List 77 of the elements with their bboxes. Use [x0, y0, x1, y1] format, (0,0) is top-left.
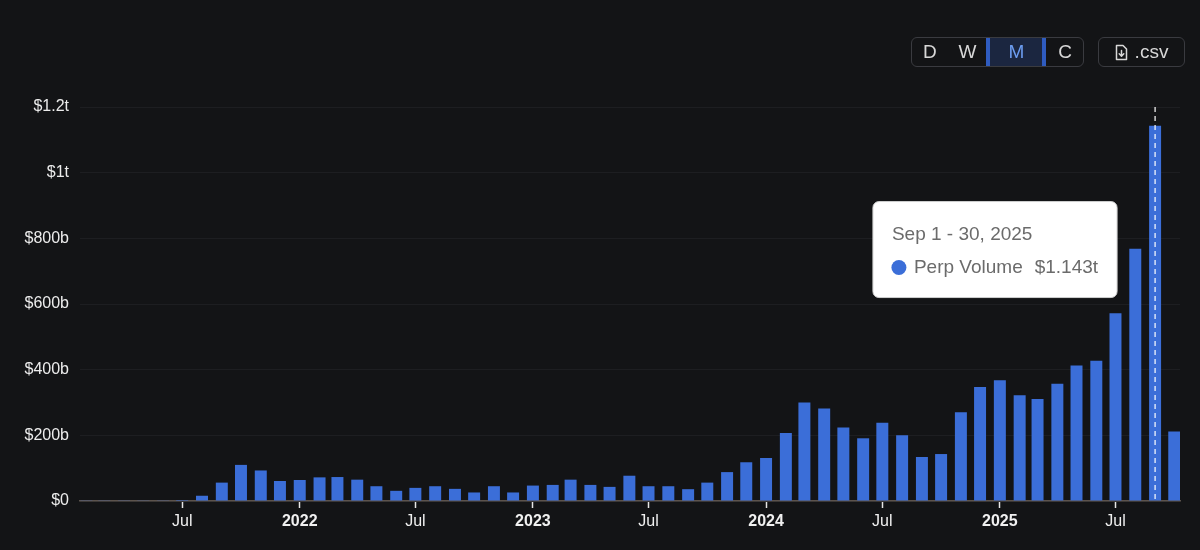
bar [818, 408, 831, 501]
bar [974, 387, 987, 501]
y-tick-label: $800b [24, 228, 70, 246]
annotation: Sep 1 - 30, 2025 [891, 222, 1033, 244]
bar [429, 486, 442, 501]
bar [390, 490, 403, 501]
bar [779, 433, 792, 501]
x-tick-label: Jul [638, 512, 659, 530]
interval-option[interactable]: D [922, 41, 937, 63]
y-tick-label: $1t [46, 163, 70, 181]
bar [313, 477, 326, 501]
bar [1149, 125, 1162, 501]
bar [682, 489, 695, 501]
bar [215, 482, 228, 501]
y-tick-label: $0 [51, 491, 70, 509]
bar [876, 422, 889, 501]
bar [798, 402, 811, 501]
interval-option[interactable]: M [1008, 41, 1025, 63]
bar [603, 486, 616, 501]
bar [1031, 398, 1044, 501]
bar [468, 492, 481, 501]
bar [896, 435, 909, 501]
bar [1051, 383, 1064, 501]
bar [642, 486, 655, 501]
interval-option[interactable]: W [958, 41, 977, 63]
bar [1090, 360, 1103, 501]
bar [351, 479, 364, 501]
bar [701, 482, 714, 501]
y-tick-label: $600b [24, 294, 70, 312]
y-tick-label: $200b [24, 425, 70, 443]
x-tick-label: 2024 [748, 512, 784, 530]
bar [273, 480, 286, 501]
x-tick-label: Jul [405, 512, 426, 530]
bar [993, 380, 1006, 501]
bar [837, 427, 850, 501]
bar [935, 454, 948, 501]
legend-label: Perp Volume [913, 255, 1023, 277]
x-tick-label: Jul [872, 512, 893, 530]
bar [331, 477, 344, 501]
bar [721, 472, 734, 501]
bar [487, 486, 500, 501]
bar [623, 475, 636, 501]
text: .csv [1134, 41, 1169, 63]
x-tick-label: 2023 [515, 512, 551, 530]
bar [564, 479, 577, 501]
bar [409, 487, 422, 501]
bar [915, 457, 928, 501]
bar [196, 495, 208, 501]
annotation: $1.143t [1034, 255, 1099, 277]
bar [1109, 313, 1122, 501]
interval-option[interactable]: C [1058, 41, 1072, 63]
bar [546, 484, 559, 501]
bar [1168, 431, 1180, 501]
bar [293, 479, 306, 501]
x-tick-label: Jul [171, 512, 193, 530]
x-tick-label: Jul [1105, 512, 1126, 530]
bar [507, 492, 520, 501]
interval-selector[interactable] [911, 37, 1084, 67]
y-tick-label: $1.2t [33, 97, 70, 115]
y-tick-label: $400b [24, 360, 70, 378]
bar [254, 470, 267, 501]
bar [234, 464, 247, 501]
x-tick-label: 2022 [281, 512, 318, 530]
bar [662, 486, 675, 501]
bar [740, 462, 753, 501]
bar [1070, 365, 1083, 501]
bar [857, 438, 870, 501]
x-tick-label: 2025 [982, 512, 1018, 530]
bar [448, 488, 461, 501]
bar [760, 457, 773, 501]
download-button[interactable] [1098, 37, 1185, 67]
bar [954, 412, 967, 501]
bar [1129, 248, 1142, 501]
bar [526, 485, 539, 501]
bar [370, 486, 383, 501]
bar [584, 484, 597, 501]
bar [1013, 395, 1026, 501]
